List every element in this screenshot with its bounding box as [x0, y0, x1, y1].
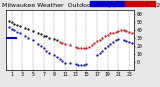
Text: Milwaukee Weather  Outdoor Temp / Wind Chill  (24 Hours): Milwaukee Weather Outdoor Temp / Wind Ch…: [2, 3, 160, 8]
